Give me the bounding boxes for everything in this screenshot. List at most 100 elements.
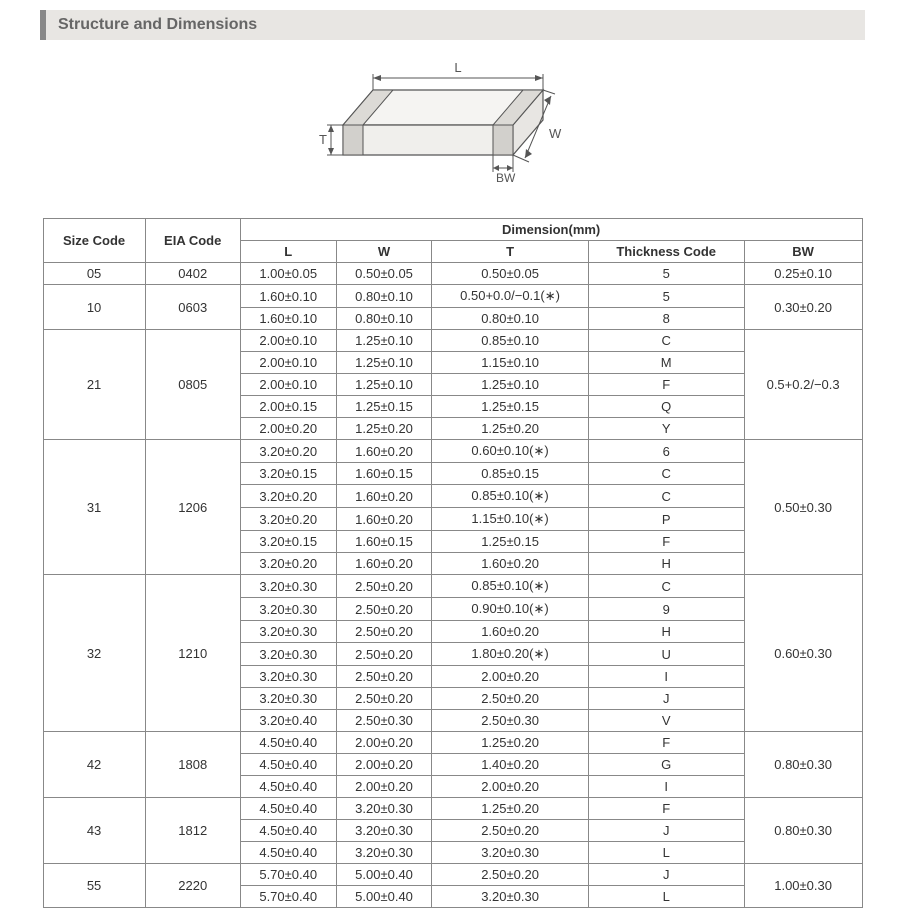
cell-tc: J: [588, 864, 744, 886]
cell-L: 3.20±0.30: [240, 666, 336, 688]
cell-W: 2.50±0.20: [336, 643, 432, 666]
cell-L: 3.20±0.20: [240, 485, 336, 508]
cell-L: 3.20±0.40: [240, 710, 336, 732]
cell-L: 3.20±0.30: [240, 598, 336, 621]
th-thickness-code: Thickness Code: [588, 241, 744, 263]
th-W: W: [336, 241, 432, 263]
cell-tc: 5: [588, 263, 744, 285]
table-body: 0504021.00±0.050.50±0.050.50±0.0550.25±0…: [43, 263, 862, 908]
section-title-bar: Structure and Dimensions: [40, 10, 865, 40]
cell-eia-code: 1808: [145, 732, 240, 798]
section-title: Structure and Dimensions: [58, 16, 257, 33]
cell-tc: P: [588, 508, 744, 531]
cell-W: 5.00±0.40: [336, 886, 432, 908]
cell-T: 3.20±0.30: [432, 842, 588, 864]
cell-T: 0.60±0.10(∗): [432, 440, 588, 463]
cell-tc: I: [588, 776, 744, 798]
cell-W: 1.25±0.10: [336, 374, 432, 396]
cell-tc: I: [588, 666, 744, 688]
cell-L: 1.00±0.05: [240, 263, 336, 285]
dim-label-W: W: [549, 126, 562, 141]
cell-T: 0.85±0.10(∗): [432, 575, 588, 598]
cell-W: 1.60±0.20: [336, 485, 432, 508]
cell-eia-code: 0603: [145, 285, 240, 330]
cell-tc: 9: [588, 598, 744, 621]
dim-label-BW: BW: [496, 171, 516, 185]
table-row: 3212103.20±0.302.50±0.200.85±0.10(∗)C0.6…: [43, 575, 862, 598]
cell-eia-code: 1206: [145, 440, 240, 575]
table-row: 5522205.70±0.405.00±0.402.50±0.20J1.00±0…: [43, 864, 862, 886]
cell-L: 4.50±0.40: [240, 842, 336, 864]
cell-T: 2.00±0.20: [432, 776, 588, 798]
cell-tc: Y: [588, 418, 744, 440]
cell-eia-code: 1812: [145, 798, 240, 864]
cell-tc: Q: [588, 396, 744, 418]
cell-size-code: 32: [43, 575, 145, 732]
cell-bw: 0.80±0.30: [744, 798, 862, 864]
cell-L: 4.50±0.40: [240, 820, 336, 842]
cell-bw: 0.25±0.10: [744, 263, 862, 285]
cell-T: 1.60±0.20: [432, 553, 588, 575]
cell-tc: H: [588, 553, 744, 575]
th-BW: BW: [744, 241, 862, 263]
cell-W: 2.50±0.20: [336, 575, 432, 598]
cell-tc: V: [588, 710, 744, 732]
cell-W: 0.80±0.10: [336, 285, 432, 308]
cell-W: 5.00±0.40: [336, 864, 432, 886]
cell-T: 1.25±0.15: [432, 531, 588, 553]
cell-L: 3.20±0.15: [240, 463, 336, 485]
cell-W: 1.25±0.20: [336, 418, 432, 440]
th-dimension-group: Dimension(mm): [240, 219, 862, 241]
cell-L: 3.20±0.20: [240, 440, 336, 463]
cell-tc: F: [588, 374, 744, 396]
cell-W: 2.50±0.30: [336, 710, 432, 732]
th-T: T: [432, 241, 588, 263]
cell-W: 1.60±0.15: [336, 463, 432, 485]
cell-T: 2.50±0.20: [432, 688, 588, 710]
table-row: 0504021.00±0.050.50±0.050.50±0.0550.25±0…: [43, 263, 862, 285]
cell-size-code: 10: [43, 285, 145, 330]
cell-tc: M: [588, 352, 744, 374]
cell-W: 2.50±0.20: [336, 666, 432, 688]
cell-W: 1.25±0.15: [336, 396, 432, 418]
cell-bw: 0.80±0.30: [744, 732, 862, 798]
cell-L: 2.00±0.15: [240, 396, 336, 418]
cell-L: 3.20±0.30: [240, 621, 336, 643]
cell-tc: C: [588, 463, 744, 485]
cell-size-code: 21: [43, 330, 145, 440]
cell-size-code: 43: [43, 798, 145, 864]
cell-L: 3.20±0.20: [240, 553, 336, 575]
cell-T: 0.50+0.0/−0.1(∗): [432, 285, 588, 308]
cell-W: 1.60±0.20: [336, 440, 432, 463]
cell-W: 1.60±0.20: [336, 508, 432, 531]
cell-T: 2.00±0.20: [432, 666, 588, 688]
cell-W: 2.50±0.20: [336, 598, 432, 621]
cell-size-code: 55: [43, 864, 145, 908]
table-row: 4218084.50±0.402.00±0.201.25±0.20F0.80±0…: [43, 732, 862, 754]
cell-bw: 1.00±0.30: [744, 864, 862, 908]
cell-L: 4.50±0.40: [240, 798, 336, 820]
cell-W: 1.60±0.15: [336, 531, 432, 553]
cell-W: 1.25±0.10: [336, 330, 432, 352]
table-row: 1006031.60±0.100.80±0.100.50+0.0/−0.1(∗)…: [43, 285, 862, 308]
cell-T: 2.50±0.20: [432, 820, 588, 842]
component-diagram: L W T BW: [0, 50, 905, 203]
cell-bw: 0.5+0.2/−0.3: [744, 330, 862, 440]
cell-L: 3.20±0.30: [240, 643, 336, 666]
cell-L: 3.20±0.15: [240, 531, 336, 553]
cell-T: 1.25±0.20: [432, 798, 588, 820]
cell-tc: L: [588, 886, 744, 908]
cell-T: 1.15±0.10: [432, 352, 588, 374]
cell-L: 1.60±0.10: [240, 285, 336, 308]
cell-tc: J: [588, 688, 744, 710]
cell-tc: F: [588, 531, 744, 553]
dim-label-L: L: [454, 60, 461, 75]
cell-L: 3.20±0.30: [240, 575, 336, 598]
cell-W: 0.80±0.10: [336, 308, 432, 330]
cell-tc: F: [588, 732, 744, 754]
cell-T: 2.50±0.30: [432, 710, 588, 732]
cell-T: 1.25±0.15: [432, 396, 588, 418]
cell-L: 4.50±0.40: [240, 754, 336, 776]
cell-W: 1.25±0.10: [336, 352, 432, 374]
cell-tc: C: [588, 575, 744, 598]
